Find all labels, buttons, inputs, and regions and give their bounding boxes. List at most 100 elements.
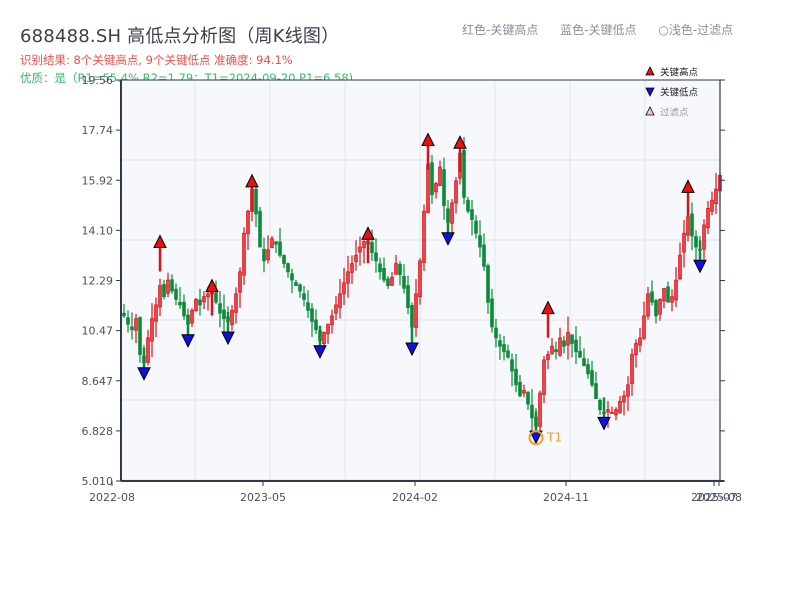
candle-body [170,279,174,292]
candle-body [670,296,674,303]
candle-body [710,199,714,212]
y-tick-label: 5.010 [82,475,114,488]
candle-body [354,254,358,262]
candle-body [498,340,502,347]
candle-body [278,241,282,256]
candle-body [494,327,498,339]
candle-body [574,339,578,353]
key-low-marker-icon [405,342,419,357]
candle-body [678,254,682,280]
candle-body [622,395,626,403]
candlestick-series [122,136,722,435]
candle-body [658,298,662,315]
candle-body [374,252,378,262]
candle-body [646,293,650,317]
candle-body [126,317,130,325]
top-legend: 红色-关键高点 蓝色-关键低点 ○浅色-过滤点 [462,21,733,38]
candle-body [590,370,594,386]
candle-body [502,344,506,353]
key-low-marker-icon [313,345,327,359]
candle-body [326,323,330,335]
legend-label: 过滤点 [660,107,689,119]
candle-body [370,242,374,253]
x-tick-label: 2023-05 [240,491,286,504]
candle-body [594,383,598,399]
candle-body [418,260,422,298]
legend-low-icon [645,87,655,97]
result-summary: 识别结果: 8个关键高点, 9个关键低点 准确度: 94.1% [20,53,293,67]
candle-body [382,268,386,281]
candle-body [238,271,242,293]
key-high-marker-icon [541,300,555,315]
candle-body [390,276,394,286]
candle-body [442,169,446,207]
key-low-marker-icon [441,232,455,246]
candle-body [478,235,482,248]
candle-body [466,199,470,212]
candle-body [398,263,402,275]
candle-body [182,301,186,317]
candle-body [490,298,494,328]
candle-body [486,265,490,303]
y-tick-label: 8.647 [82,375,114,388]
candle-body [298,284,302,292]
candle-body [386,278,390,286]
candle-body [414,293,418,328]
candle-body [702,224,706,250]
candle-body [310,308,314,322]
candle-body [282,254,286,264]
legend-high-icon [645,66,655,76]
y-tick-label: 14.10 [82,224,114,237]
top-legend-low: 蓝色-关键低点 [560,23,637,37]
candle-body [674,279,678,301]
candle-body [234,293,238,313]
candle-body [562,340,566,347]
candle-body [434,183,438,193]
candle-body [578,350,582,358]
candle-body [322,332,326,344]
candle-body [266,249,270,261]
candle-body [462,149,466,198]
candle-body [378,263,382,273]
candle-body [402,276,406,289]
candle-body [506,350,510,358]
candle-body [638,337,642,346]
candle-body [666,286,670,303]
candle-body [662,287,666,302]
candle-body [146,337,150,363]
key-low-marker-icon [181,334,195,348]
candle-body [630,354,634,385]
candle-body [346,271,350,284]
candle-body [358,246,362,253]
candle-body [518,381,522,397]
candle-body [338,293,342,308]
candle-body [202,296,206,303]
candle-body [122,312,126,317]
key-high-marker-icon [245,173,259,188]
candle-body [134,318,138,331]
candle-body [362,241,366,248]
candle-body [350,263,354,273]
candle-body [706,208,710,229]
candle-body [334,304,338,314]
candle-body [342,282,346,295]
x-tick-label: 2025-07 [691,491,737,504]
candle-body [246,210,250,235]
candle-body [286,263,290,273]
candle-body [682,232,686,253]
candle-body [454,180,458,204]
candle-body [438,166,442,186]
candle-body [566,332,570,346]
y-tick-label: 6.828 [82,425,114,438]
legend-filtered-icon [645,106,655,116]
legend-label: 关键低点 [660,87,699,99]
candle-body [690,213,694,237]
candle-body [582,358,586,366]
top-legend-high: 红色-关键高点 [462,23,539,37]
candle-body [470,209,474,220]
y-tick-label: 10.47 [82,325,114,338]
candle-body [714,188,718,204]
candle-body [198,299,202,306]
candle-body [218,303,222,314]
